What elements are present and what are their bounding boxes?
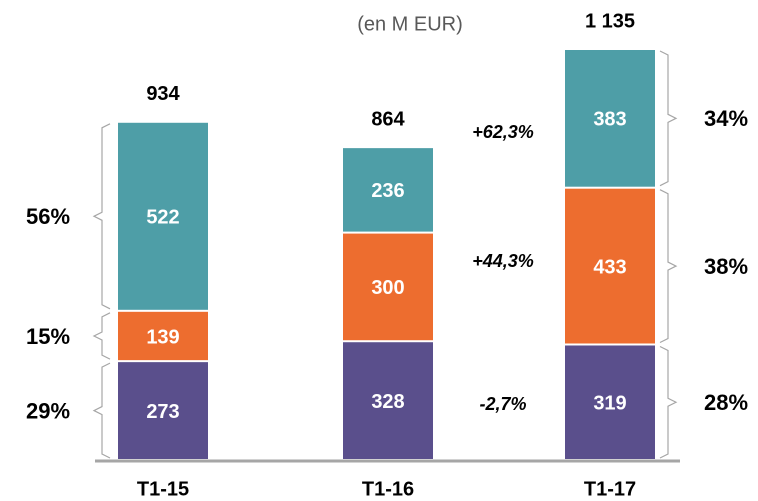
share-label: 15% [26, 324, 70, 349]
total-label: 1 135 [585, 10, 635, 32]
segment-label: 273 [146, 401, 179, 423]
share-label: 34% [704, 106, 748, 131]
growth-label: -2,7% [479, 394, 526, 414]
bar-segment [118, 122, 208, 310]
segment-label: 236 [371, 180, 404, 202]
segment-label: 328 [371, 391, 404, 413]
bar-segment [343, 342, 433, 459]
growth-label: +44,3% [472, 251, 534, 271]
x-tick-label: T1-15 [137, 478, 189, 500]
total-label: 864 [371, 108, 405, 130]
bar-segment [343, 148, 433, 232]
segment-label: 319 [593, 393, 626, 415]
x-tick-label: T1-16 [362, 478, 414, 500]
subtitle: (en M EUR) [357, 13, 463, 35]
segment-label: 139 [146, 326, 179, 348]
bar-segment [565, 345, 655, 459]
bar-segment [565, 50, 655, 187]
brace [92, 362, 111, 459]
segment-label: 383 [593, 109, 626, 131]
brace [659, 345, 678, 459]
segment-label: 300 [371, 277, 404, 299]
brace [659, 50, 678, 187]
brace [659, 189, 678, 344]
bar-segment [118, 362, 208, 459]
brace [92, 123, 111, 310]
total-label: 934 [146, 83, 180, 105]
share-label: 38% [704, 254, 748, 279]
brace [92, 312, 111, 360]
growth-label: +62,3% [472, 122, 534, 142]
segment-label: 433 [593, 256, 626, 278]
x-tick-label: T1-17 [584, 478, 636, 500]
share-label: 29% [26, 398, 70, 423]
share-label: 28% [704, 390, 748, 415]
segment-label: 522 [146, 207, 179, 229]
bar-segment [343, 233, 433, 341]
bar-segment [565, 188, 655, 344]
bar-segment [118, 311, 208, 361]
share-label: 56% [26, 204, 70, 229]
